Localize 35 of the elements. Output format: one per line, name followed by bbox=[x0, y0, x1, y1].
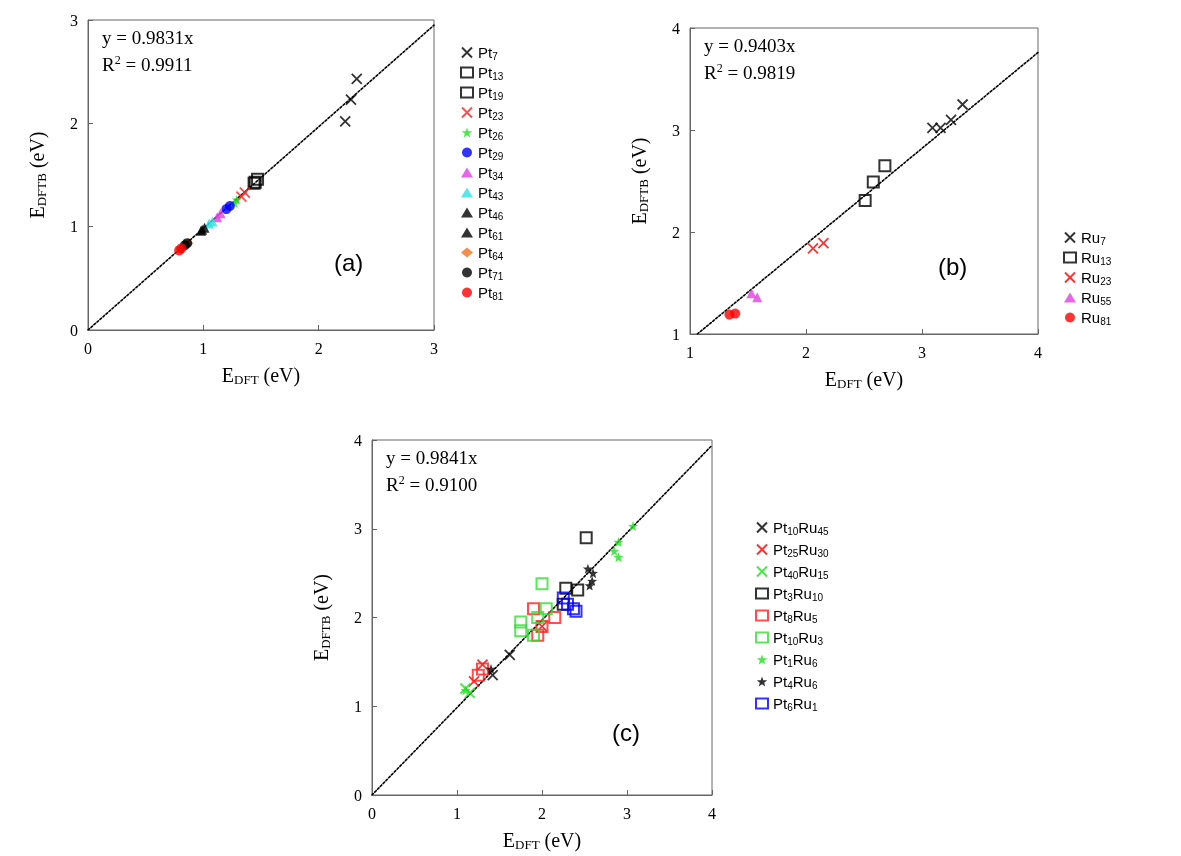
y-tick-label: 0 bbox=[70, 321, 78, 339]
y-tick-label: 1 bbox=[672, 325, 680, 343]
x-tick-label: 0 bbox=[84, 339, 92, 357]
x-tick-label: 2 bbox=[314, 339, 323, 357]
x-tick-label: 3 bbox=[918, 343, 926, 361]
y-tick-label: 2 bbox=[70, 114, 78, 132]
x-tick-label: 3 bbox=[623, 804, 631, 822]
x-tick-label: 1 bbox=[686, 343, 694, 361]
y-tick-label: 3 bbox=[70, 11, 78, 29]
y-tick-label: 4 bbox=[354, 431, 362, 449]
x-tick-label: 4 bbox=[708, 804, 716, 822]
y-tick-label: 3 bbox=[354, 520, 362, 538]
y-axis-title: EDFTB (eV) bbox=[310, 573, 333, 662]
y-tick-label: 1 bbox=[70, 218, 78, 236]
y-tick-label: 4 bbox=[672, 19, 680, 37]
y-tick-label: 2 bbox=[672, 223, 680, 241]
annotation: y = 0.9831x bbox=[102, 27, 194, 48]
x-tick-label: 2 bbox=[538, 804, 546, 822]
x-tick-label: 1 bbox=[199, 339, 208, 357]
y-tick-label: 0 bbox=[354, 786, 362, 804]
x-tick-label: 4 bbox=[1034, 343, 1042, 361]
x-tick-label: 1 bbox=[453, 804, 461, 822]
x-tick-label: 2 bbox=[802, 343, 810, 361]
x-tick-label: 0 bbox=[368, 804, 376, 822]
y-tick-label: 2 bbox=[354, 609, 362, 626]
y-axis-title: EDFTB (eV) bbox=[26, 131, 49, 219]
annotation: y = 0.9403x bbox=[704, 35, 796, 56]
x-tick-label: 3 bbox=[430, 339, 438, 357]
annotation: (c) bbox=[612, 718, 640, 746]
y-tick-label: 3 bbox=[672, 121, 680, 139]
y-tick-label: 1 bbox=[354, 697, 362, 715]
y-axis-title: EDFTB (eV) bbox=[628, 137, 651, 225]
annotation: (b) bbox=[938, 252, 968, 280]
annotation: y = 0.9841x bbox=[386, 447, 478, 468]
annotation: (a) bbox=[334, 248, 364, 276]
